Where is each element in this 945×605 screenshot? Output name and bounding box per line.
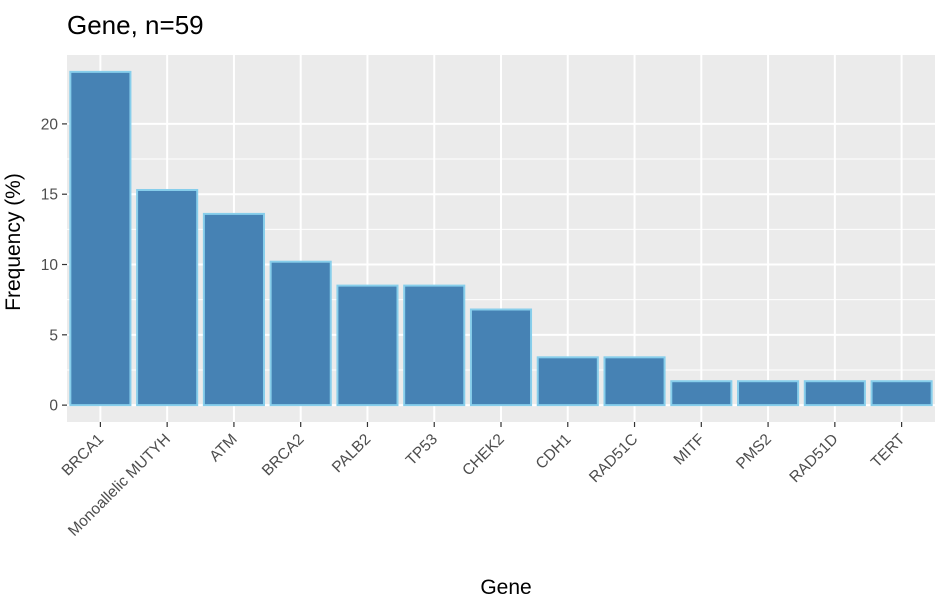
bar-rad51c [603,356,666,407]
bar-tp53 [403,284,466,407]
y-axis-title: Frequency (%) [2,173,25,311]
x-tick-label: CHEK2 [459,431,508,480]
bar-chek2 [469,308,533,407]
x-tick-label: BRCA1 [59,431,108,480]
y-axis: 0 5 10 15 20 [41,116,67,415]
bar-brca1 [69,70,132,407]
x-tick-label: RAD51D [786,431,841,486]
bars [69,70,933,407]
bar-pms2 [737,380,800,407]
x-tick-label: MITF [671,431,709,469]
x-tick-label: CDH1 [533,431,575,473]
bar-atm [202,212,265,407]
x-tick-label: BRCA2 [259,431,308,480]
bar-cdh1 [536,356,599,407]
x-tick-label: PMS2 [733,431,775,473]
bar-mitf [670,380,733,407]
bar-rad51d [803,380,866,407]
x-tick-label: ATM [206,431,240,465]
x-tick-label: TP53 [403,431,441,469]
bar-tert [870,380,933,407]
y-tick-label: 0 [49,398,58,415]
bar-monoallelic-mutyh [136,188,199,407]
x-tick-label: PALB2 [329,431,374,476]
y-tick-label: 10 [41,257,59,274]
x-axis-title: Gene [480,576,531,599]
x-tick-label: RAD51C [586,431,641,486]
bar-brca2 [269,260,332,407]
y-tick-label: 5 [49,327,58,344]
x-tick-label: TERT [868,430,909,471]
bar-palb2 [336,284,399,407]
chart-title: Gene, n=59 [67,10,204,40]
y-tick-label: 20 [41,116,59,133]
y-tick-label: 15 [41,187,58,204]
